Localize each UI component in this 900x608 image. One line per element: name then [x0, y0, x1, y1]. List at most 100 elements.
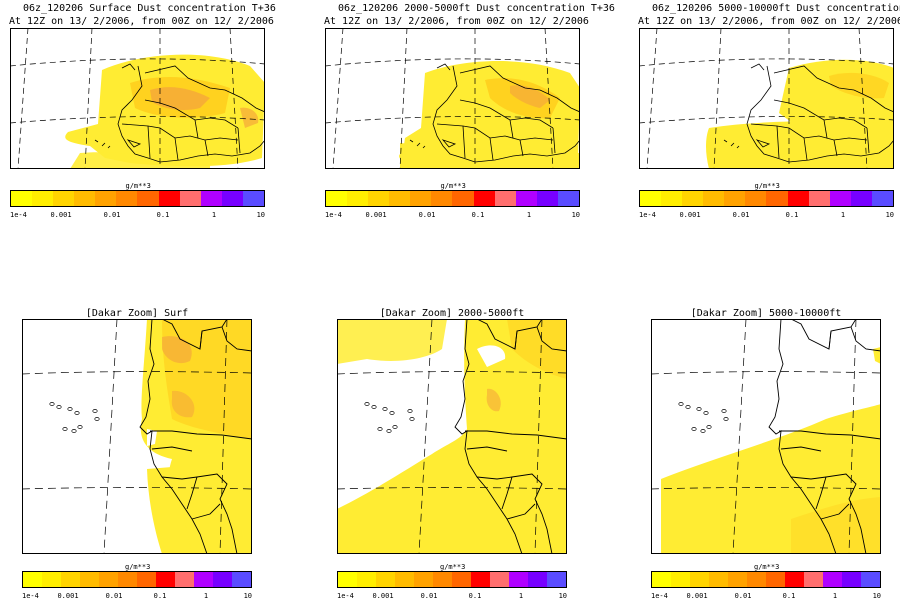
cape-verde-islands	[49, 402, 100, 433]
colorbar-swatch	[724, 191, 746, 206]
colorbar-tick-label: 0.001	[372, 592, 394, 600]
colorbar-tick-label: 0.01	[103, 211, 121, 219]
colorbar-swatch	[431, 191, 453, 206]
colorbar-tick-label: 10	[885, 211, 894, 219]
dust-field	[140, 319, 252, 554]
colorbar-tick-label: 1	[840, 211, 846, 219]
colorbar-tick-label: 0.001	[50, 211, 72, 219]
colorbar-swatch	[326, 191, 348, 206]
colorbar-tick-label: 1	[526, 211, 532, 219]
colorbar-swatch	[347, 191, 369, 206]
colorbar-swatches	[651, 571, 881, 588]
colorbar: g/m**3 1e-4 0.001 0.01 0.1 1 10	[651, 563, 881, 608]
colorbar-swatch	[414, 572, 433, 587]
colorbar-tick-label: 0.01	[732, 211, 750, 219]
colorbar-swatch	[808, 191, 830, 206]
colorbar-tick-label: 0.1	[156, 211, 170, 219]
west-africa-map	[639, 28, 894, 169]
colorbar-swatch	[395, 572, 414, 587]
colorbar-swatch	[156, 572, 175, 587]
colorbar-swatch	[785, 572, 804, 587]
colorbar-tick-label: 1	[211, 211, 217, 219]
colorbar-swatch	[452, 191, 474, 206]
panel-title: [Dakar Zoom] 2000-5000ft	[379, 308, 525, 319]
colorbar-swatch	[515, 191, 537, 206]
graticule	[639, 28, 894, 169]
colorbar-swatch	[850, 191, 872, 206]
coastline	[723, 63, 894, 163]
colorbar-swatch	[376, 572, 395, 587]
panel-subtitle: At 12Z on 13/ 2/2006, from 00Z on 12/ 2/…	[9, 16, 274, 27]
colorbar-swatch	[42, 572, 61, 587]
cape-verde-islands	[364, 402, 415, 433]
colorbar-swatch	[179, 191, 201, 206]
graticule	[337, 319, 567, 554]
colorbar-swatch	[175, 572, 194, 587]
coastline	[94, 63, 265, 163]
colorbar-swatch	[557, 191, 579, 206]
colorbar-swatches	[337, 571, 567, 588]
colorbar-swatch	[766, 191, 788, 206]
colorbar-tick-label: 0.1	[153, 592, 167, 600]
colorbar-tick-label: 1e-4	[10, 211, 27, 219]
colorbar-swatch	[338, 572, 357, 587]
colorbar-tick-label: 0.1	[471, 211, 485, 219]
colorbar-swatches	[325, 190, 580, 207]
panel-title: [Dakar Zoom] 5000-10000ft	[690, 308, 842, 319]
colorbar-tick-label: 1e-4	[325, 211, 342, 219]
colorbar-tick-label: 1e-4	[22, 592, 39, 600]
colorbar-tick-label: 10	[243, 592, 252, 600]
colorbar-swatch	[871, 191, 893, 206]
colorbar-swatch	[829, 191, 851, 206]
colorbar-swatch	[32, 191, 54, 206]
dakar-zoom-map	[337, 319, 567, 554]
graticule	[22, 319, 252, 554]
dust-field	[706, 59, 894, 169]
colorbar-swatch	[709, 572, 728, 587]
colorbar-swatch	[490, 572, 509, 587]
colorbar-swatch	[471, 572, 490, 587]
colorbar-swatch	[118, 572, 137, 587]
colorbar-tick-label: 1e-4	[651, 592, 668, 600]
colorbar-swatch	[137, 572, 156, 587]
colorbar-tick-label: 1	[203, 592, 209, 600]
colorbar-swatch	[53, 191, 75, 206]
colorbar-tick-label: 0.01	[420, 592, 438, 600]
colorbar-swatch	[95, 191, 117, 206]
colorbar: g/m**3 1e-4 0.001 0.01 0.1 1 10	[22, 563, 252, 608]
colorbar-tick-label: 1e-4	[639, 211, 656, 219]
colorbar-tick-label: 1e-4	[337, 592, 354, 600]
colorbar-swatch	[158, 191, 180, 206]
colorbar-unit: g/m**3	[125, 563, 151, 571]
colorbar-tick-label: 0.001	[679, 211, 701, 219]
colorbar-swatch	[473, 191, 495, 206]
colorbar-tick-label: 0.1	[782, 592, 796, 600]
colorbar-swatch	[661, 191, 683, 206]
colorbar-tick-label: 0.01	[734, 592, 752, 600]
colorbar-swatches	[22, 571, 252, 588]
colorbar-swatch	[433, 572, 452, 587]
colorbar: g/m**3 1e-4 0.001 0.01 0.1 1 10	[337, 563, 567, 608]
graticule	[325, 28, 580, 169]
colorbar-swatch	[682, 191, 704, 206]
colorbar-tick-label: 0.01	[418, 211, 436, 219]
colorbar-tick-label: 0.001	[57, 592, 79, 600]
colorbar-swatch	[536, 191, 558, 206]
panel-title: 06z_120206 Surface Dust concentration T+…	[23, 3, 276, 14]
colorbar-tick-label: 0.001	[365, 211, 387, 219]
colorbar-swatch	[766, 572, 785, 587]
colorbar-swatch	[232, 572, 251, 587]
colorbar-swatch	[61, 572, 80, 587]
colorbar: g/m**3 1e-4 0.001 0.01 0.1 1 10	[325, 182, 580, 227]
colorbar-swatches	[639, 190, 894, 207]
colorbar-swatch	[242, 191, 264, 206]
dust-field	[337, 319, 567, 554]
west-africa-map	[325, 28, 580, 169]
colorbar-swatch	[23, 572, 42, 587]
graticule	[651, 319, 881, 554]
colorbar-swatch	[509, 572, 528, 587]
colorbar-swatch	[137, 191, 159, 206]
colorbar: g/m**3 1e-4 0.001 0.01 0.1 1 10	[10, 182, 265, 227]
colorbar-swatch	[728, 572, 747, 587]
colorbar-swatch	[213, 572, 232, 587]
